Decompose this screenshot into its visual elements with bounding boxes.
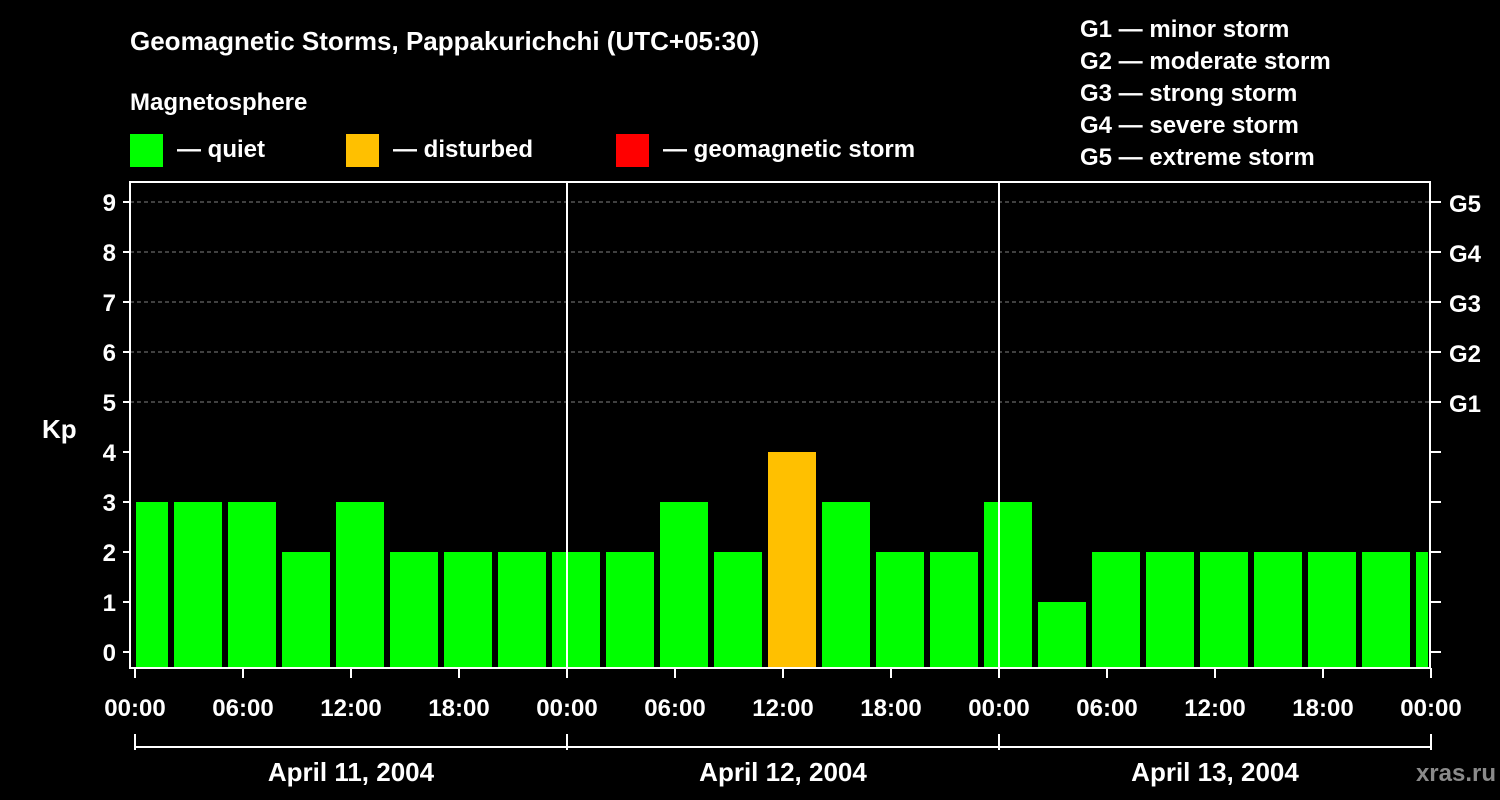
xtick-label-11: 18:00 [1292, 695, 1353, 722]
xtick-label-5: 06:00 [644, 695, 705, 722]
ytick-label-6: 6 [103, 340, 116, 367]
day-label-1: April 12, 2004 [699, 757, 867, 787]
bar-24 [1416, 552, 1428, 668]
ytick-label-7: 7 [103, 290, 116, 317]
bar-23 [1362, 552, 1410, 668]
xtick-label-7: 18:00 [860, 695, 921, 722]
g-scale-label-G4: G4 [1449, 241, 1482, 268]
bar-18 [1092, 552, 1140, 668]
bar-20 [1200, 552, 1248, 668]
bar-3 [282, 552, 330, 668]
ytick-label-8: 8 [103, 240, 116, 267]
bar-10 [660, 502, 708, 668]
g-scale-label-G1: G1 [1449, 391, 1481, 418]
legend-swatch-0 [130, 134, 163, 167]
xtick-label-8: 00:00 [968, 695, 1029, 722]
bar-21 [1254, 552, 1302, 668]
g-scale-label-G5: G5 [1449, 191, 1481, 218]
ytick-label-4: 4 [103, 440, 117, 467]
scale-legend-2: G2 — moderate storm [1080, 48, 1331, 75]
bar-15 [930, 552, 978, 668]
legend-label-1: — disturbed [393, 136, 533, 163]
legend-label-2: — geomagnetic storm [663, 136, 915, 163]
xtick-label-1: 06:00 [212, 695, 273, 722]
day-label-0: April 11, 2004 [268, 757, 435, 787]
scale-legend-4: G4 — severe storm [1080, 112, 1299, 139]
xtick-label-2: 12:00 [320, 695, 381, 722]
xtick-label-10: 12:00 [1184, 695, 1245, 722]
bar-9 [606, 552, 654, 668]
xtick-label-3: 18:00 [428, 695, 489, 722]
legend-title: Magnetosphere [130, 89, 307, 116]
legend-swatch-2 [616, 134, 649, 167]
ytick-label-3: 3 [103, 490, 116, 517]
xtick-label-0: 00:00 [104, 695, 165, 722]
bar-1 [174, 502, 222, 668]
xtick-label-12: 00:00 [1400, 695, 1461, 722]
bar-22 [1308, 552, 1356, 668]
xtick-label-6: 12:00 [752, 695, 813, 722]
bar-11 [714, 552, 762, 668]
bar-16 [984, 502, 1032, 668]
g-scale-label-G3: G3 [1449, 291, 1481, 318]
bar-7 [498, 552, 546, 668]
ytick-label-1: 1 [103, 590, 116, 617]
g-scale-label-G2: G2 [1449, 341, 1481, 368]
scale-legend-1: G1 — minor storm [1080, 16, 1289, 43]
scale-legend-3: G3 — strong storm [1080, 80, 1297, 107]
legend-label-0: — quiet [177, 136, 265, 163]
xtick-label-9: 06:00 [1076, 695, 1137, 722]
bar-0 [136, 502, 168, 668]
bar-4 [336, 502, 384, 668]
ytick-label-5: 5 [103, 390, 116, 417]
day-label-2: April 13, 2004 [1131, 757, 1299, 787]
bar-5 [390, 552, 438, 668]
ytick-label-0: 0 [103, 640, 116, 667]
bar-6 [444, 552, 492, 668]
bar-17 [1038, 602, 1086, 668]
bar-2 [228, 502, 276, 668]
bar-12 [768, 452, 816, 668]
ytick-label-2: 2 [103, 540, 116, 567]
y-axis-label: Kp [42, 414, 77, 444]
bar-19 [1146, 552, 1194, 668]
bar-8 [552, 552, 600, 668]
xtick-label-4: 00:00 [536, 695, 597, 722]
bar-14 [876, 552, 924, 668]
ytick-label-9: 9 [103, 190, 116, 217]
chart-title: Geomagnetic Storms, Pappakurichchi (UTC+… [130, 26, 759, 56]
bar-13 [822, 502, 870, 668]
legend-swatch-1 [346, 134, 379, 167]
watermark: xras.ru [1416, 760, 1496, 787]
plot-frame [129, 181, 1431, 669]
scale-legend-5: G5 — extreme storm [1080, 144, 1315, 171]
